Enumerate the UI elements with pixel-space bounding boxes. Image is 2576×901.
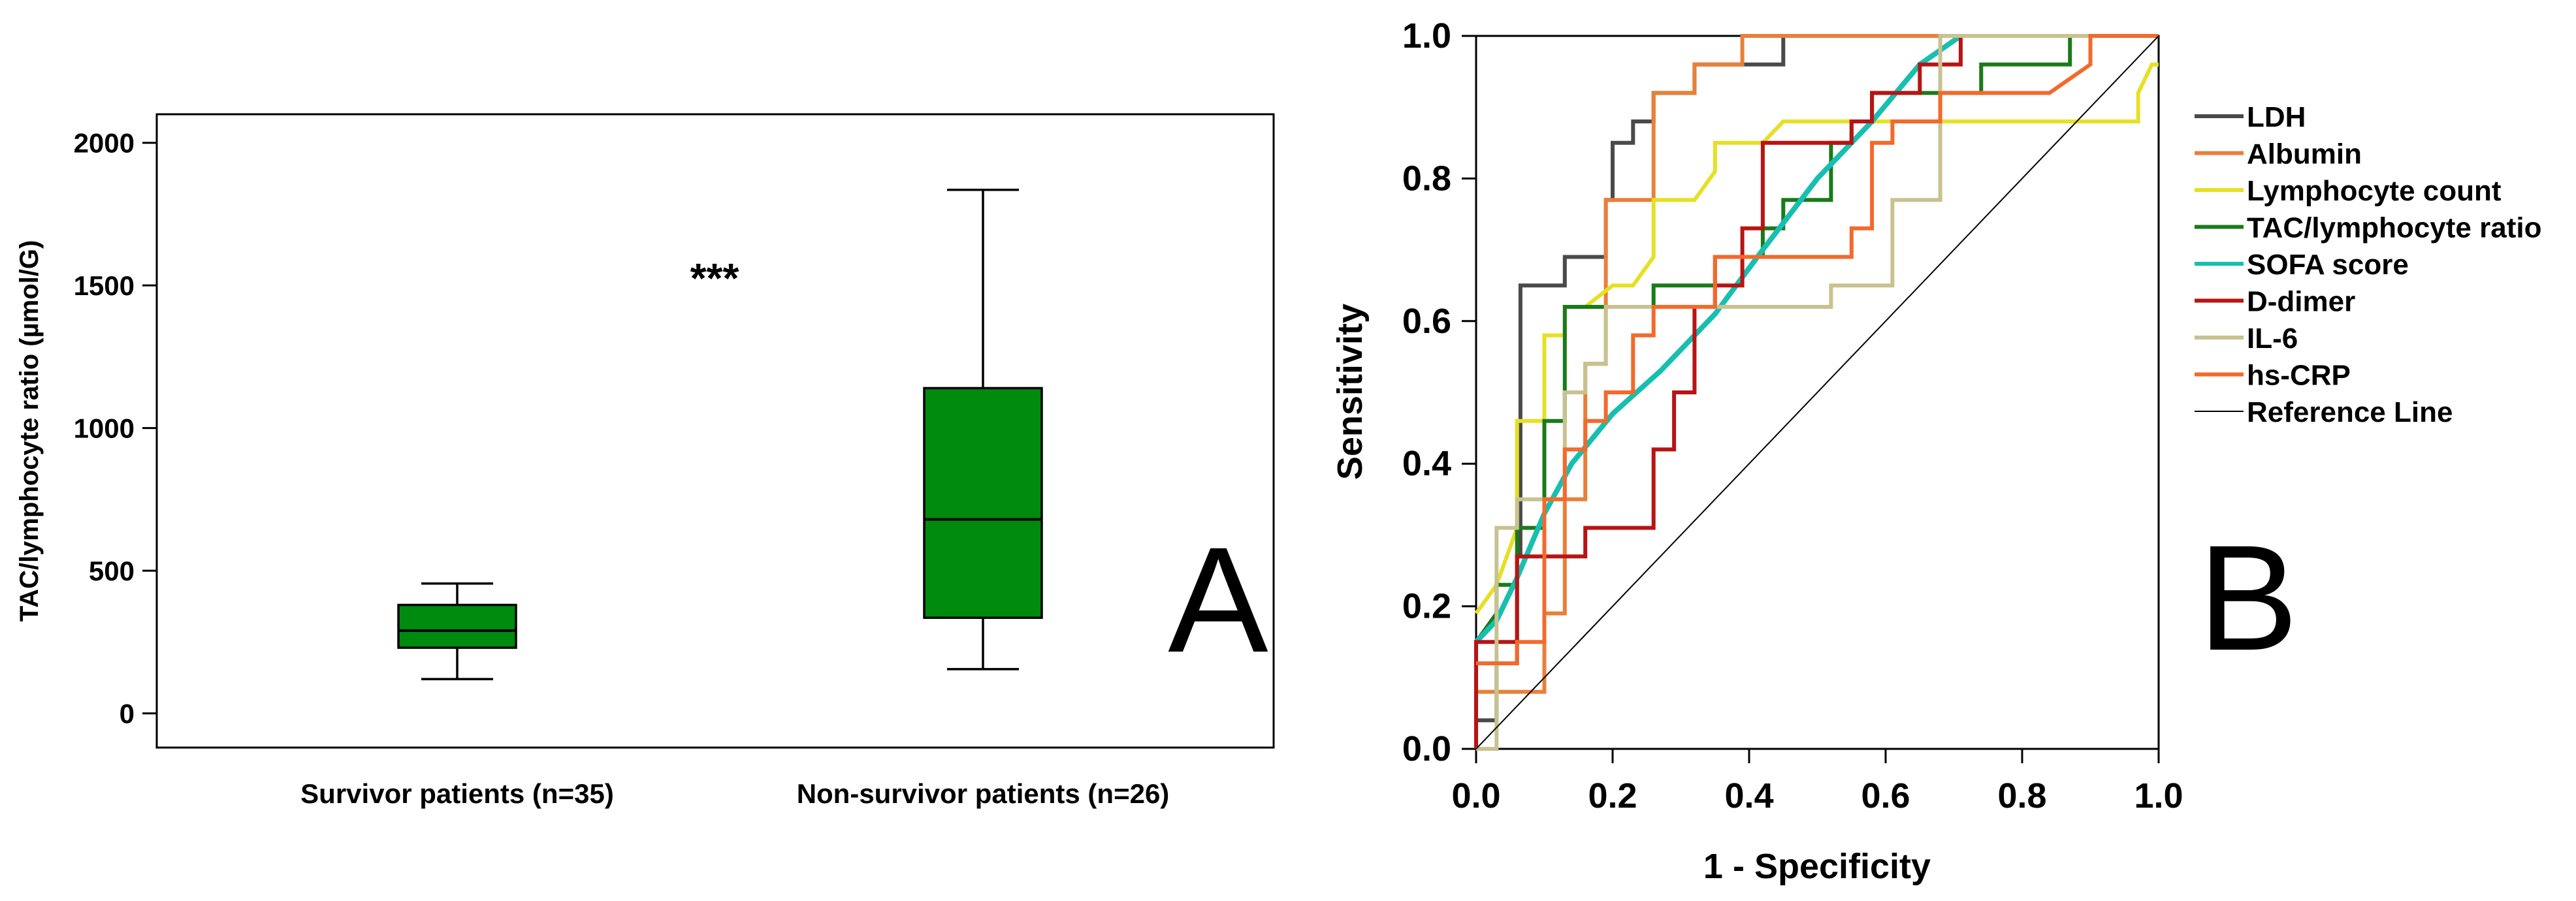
boxplot-category-label: Survivor patients (n=35) <box>300 778 614 809</box>
legend-label-tac-lymphocyte-ratio: TAC/lymphocyte ratio <box>2247 212 2541 244</box>
roc-x-tick-label: 0.0 <box>1451 776 1500 815</box>
roc-legend: LDH Albumin Lymphocyte count TAC/lymphocyte… <box>2195 101 2541 428</box>
boxplot-box <box>923 387 1043 619</box>
roc-panel-b: 0.0 0.2 0.4 0.6 0.8 1.0 0.0 0.2 0.4 0.6 0.8 1.0 LD… <box>1330 16 2541 886</box>
legend-label-ldh: LDH <box>2247 101 2306 133</box>
roc-curve-il-6 <box>1476 34 2159 751</box>
roc-x-title: 1 - Specificity <box>1703 847 1931 886</box>
legend-label-lymphocyte-count: Lymphocyte count <box>2247 175 2502 207</box>
roc-y-tick-label: 1.0 <box>1402 16 1451 55</box>
roc-y-title: Sensitivity <box>1330 304 1370 480</box>
roc-x-tick-label: 1.0 <box>2134 776 2183 815</box>
panel-label-b: B <box>2198 514 2298 682</box>
boxplot-category-label: Non-survivor patients (n=26) <box>797 778 1170 809</box>
boxplot-y-tick-label: 1000 <box>74 413 135 444</box>
boxplot-frame <box>155 113 1275 749</box>
roc-y-tick-label: 0.0 <box>1402 729 1451 768</box>
roc-x-tick-label: 0.8 <box>1997 776 2046 815</box>
roc-curve-tac-lymphocyte-ratio <box>1474 34 2159 643</box>
legend-label-d-dimer: D-dimer <box>2247 286 2355 318</box>
boxplot-y-tick-label: 0 <box>120 699 135 729</box>
boxplot-y-tick-label: 2000 <box>74 128 135 159</box>
significance-annotation: *** <box>690 255 739 302</box>
roc-curves <box>1474 34 2159 751</box>
roc-x-tick-label: 0.4 <box>1724 776 1773 815</box>
roc-y-tick-label: 0.2 <box>1402 587 1451 626</box>
roc-y-tick-label: 0.4 <box>1402 444 1451 483</box>
roc-x-tick-label: 0.6 <box>1861 776 1910 815</box>
boxplot-y-title: TAC/lymphocyte ratio (µmol/G) <box>15 240 44 622</box>
roc-y-tick-label: 0.6 <box>1402 302 1451 341</box>
boxplot-x-categories: Survivor patients (n=35) Non-survivor pat… <box>300 778 1169 809</box>
boxplot-box <box>397 603 517 649</box>
roc-curve-sofa-score <box>1474 34 1963 644</box>
legend-label-il-6: IL-6 <box>2247 323 2298 355</box>
boxplot-boxes <box>397 189 1043 680</box>
roc-x-tick-label: 0.2 <box>1588 776 1637 815</box>
panel-label-a: A <box>1168 516 1268 684</box>
roc-curve-reference-line <box>1475 35 2159 750</box>
roc-curve-lymphocyte-count <box>1474 62 2159 615</box>
roc-y-axis: 0.0 0.2 0.4 0.6 0.8 1.0 <box>1402 16 1476 768</box>
boxplot-panel-a: 0 500 1000 1500 2000 Survivor patients (n=35… <box>15 113 1275 809</box>
legend-label-hs-crp: hs-CRP <box>2247 360 2351 392</box>
roc-curve-hs-crp <box>1476 34 2159 665</box>
legend-label-reference-line: Reference Line <box>2247 396 2453 428</box>
boxplot-y-tick-label: 500 <box>89 556 135 586</box>
boxplot-y-axis: 0 500 1000 1500 2000 <box>74 128 157 729</box>
legend-label-sofa-score: SOFA score <box>2247 249 2409 281</box>
roc-y-tick-label: 0.8 <box>1402 159 1451 198</box>
legend-label-albumin: Albumin <box>2247 138 2362 170</box>
boxplot-y-tick-label: 1500 <box>74 270 135 301</box>
roc-x-axis: 0.0 0.2 0.4 0.6 0.8 1.0 <box>1451 749 2183 815</box>
